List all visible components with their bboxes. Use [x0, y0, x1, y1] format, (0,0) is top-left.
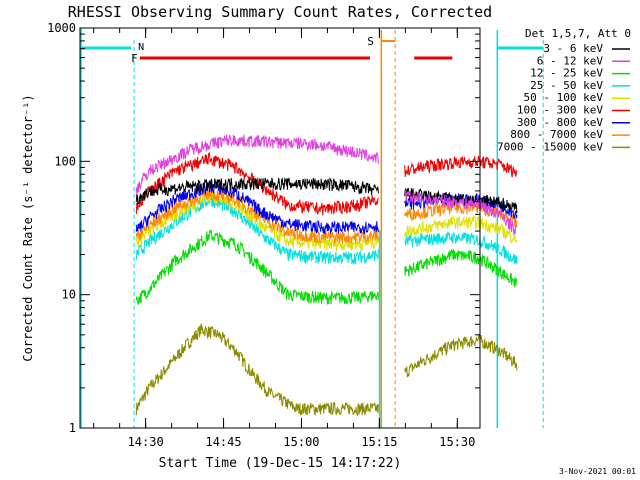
- series-line: [135, 180, 379, 235]
- plot-frame: [79, 27, 481, 429]
- series-line: [135, 323, 379, 417]
- series-line: [404, 333, 518, 378]
- plot-series: [135, 134, 518, 417]
- night-flag-label: N: [138, 42, 144, 53]
- series-line: [404, 190, 518, 235]
- footer-date: 3-Nov-2021 00:01: [559, 467, 636, 476]
- legend-entry-label: 300 - 800 keV: [517, 116, 603, 129]
- x-tick-label: 14:30: [128, 435, 164, 449]
- y-tick-label: 1: [69, 421, 76, 435]
- legend-entry-label: 12 - 25 keV: [530, 67, 603, 80]
- legend-title: Det 1,5,7, Att 0: [525, 27, 631, 40]
- x-axis-label: Start Time (19-Dec-15 14:17:22): [159, 456, 402, 471]
- legend-entry-label: 100 - 300 keV: [517, 104, 603, 117]
- series-line: [135, 134, 379, 195]
- legend-entry-label: 25 - 50 keV: [530, 79, 603, 92]
- x-tick-label: 15:30: [439, 435, 475, 449]
- y-tick-label: 100: [54, 154, 76, 168]
- legend-entry-label: 3 - 6 keV: [543, 42, 603, 55]
- saa-flag-label: S: [367, 35, 374, 48]
- legend-entry-label: 6 - 12 keV: [537, 54, 604, 67]
- series-line: [404, 155, 518, 178]
- series-line: [404, 231, 518, 265]
- y-tick-label: 1000: [47, 21, 76, 35]
- series-line: [404, 248, 518, 288]
- axes: 1 10 100 1000 14:30 14:45 15:00 15:15 15:30: [47, 21, 480, 449]
- x-tick-label: 14:45: [205, 435, 241, 449]
- y-tick-label: 10: [62, 288, 76, 302]
- series-line: [404, 187, 518, 213]
- series-line: [135, 190, 379, 252]
- flare-flag-label: F: [131, 52, 138, 65]
- series-line: [135, 229, 379, 305]
- series-line: [135, 176, 379, 206]
- series-line: [135, 195, 379, 265]
- series-line: [404, 215, 518, 244]
- y-axis-label: Corrected Count Rate (s⁻¹ detector⁻¹): [21, 94, 35, 361]
- series-line: [404, 201, 518, 227]
- x-tick-label: 15:15: [361, 435, 397, 449]
- x-tick-label: 15:00: [283, 435, 319, 449]
- legend-entry-label: 50 - 100 keV: [524, 91, 604, 104]
- legend-entry-label: 7000 - 15000 keV: [497, 140, 603, 153]
- legend-entry-label: 800 - 7000 keV: [510, 128, 603, 141]
- chart-title: RHESSI Observing Summary Count Rates, Co…: [68, 3, 492, 21]
